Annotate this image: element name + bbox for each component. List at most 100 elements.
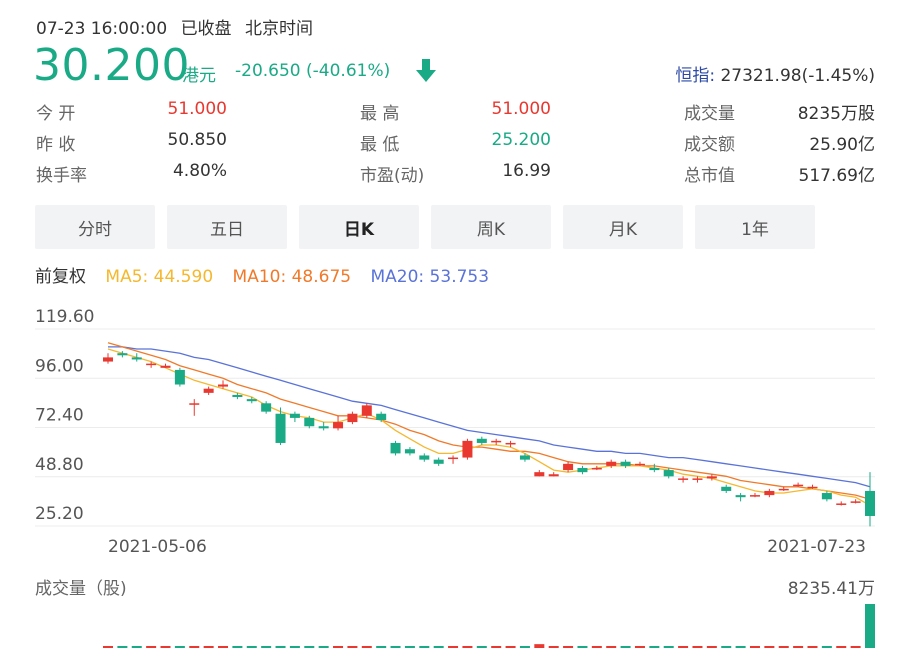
candle-body (649, 467, 660, 471)
price-change: -20.650 (-40.61%) (235, 61, 391, 81)
volume-bar (548, 646, 559, 648)
volume-bar (333, 646, 344, 648)
volume-bar (318, 646, 329, 648)
candle-body (706, 476, 717, 479)
candle-body (821, 493, 832, 500)
volume-bar (563, 646, 574, 648)
adjust-label[interactable]: 前复权 (35, 267, 86, 287)
volume-bar (678, 646, 689, 648)
volume-bar (476, 646, 487, 648)
volume-bar (519, 646, 530, 648)
high-label: 最 高 (360, 104, 400, 124)
candle-body (117, 353, 128, 356)
candle-body (591, 467, 602, 470)
candle-body (678, 478, 689, 480)
candle-body (692, 478, 703, 480)
volume-bar (232, 646, 243, 648)
volume-bar (663, 646, 674, 648)
volume-bar (390, 646, 401, 648)
volume-bar (462, 646, 473, 648)
candle-body (462, 440, 473, 458)
candle-body (232, 394, 243, 398)
volume-bar (189, 646, 200, 648)
kline-chart[interactable]: 119.60 96.00 72.40 48.80 25.20 2021-05-06 2021… (0, 290, 907, 560)
volume-bar (505, 646, 516, 648)
index-value: 27321.98(-1.45%) (720, 66, 875, 86)
volume-bar (807, 646, 818, 648)
open-label: 今 开 (36, 104, 76, 124)
volume-bar (865, 604, 875, 648)
volume-bar (620, 646, 631, 648)
amount-label: 成交额 (684, 135, 735, 155)
volume-bar (793, 646, 804, 648)
volume-chart[interactable] (0, 596, 907, 662)
candle-body (735, 495, 746, 498)
candle-body (203, 388, 214, 393)
turnover-rate-label: 换手率 (36, 166, 87, 186)
pe-value: 16.99 (502, 161, 551, 181)
ma-legend: 前复权 MA5: 44.590 MA10: 48.675 MA20: 53.75… (35, 262, 503, 287)
candle-body (419, 455, 430, 460)
volume-bar (448, 646, 459, 648)
candle-body (404, 449, 415, 454)
candle-body (519, 455, 530, 460)
candle-body (778, 488, 789, 491)
ma5-line (107, 348, 871, 507)
volume-bar (103, 646, 113, 648)
volume-bar (778, 646, 789, 648)
volume-bar (361, 646, 372, 648)
candle-body (376, 413, 387, 420)
ma10-label: MA10: 48.675 (232, 267, 352, 287)
tab-weekly-k[interactable]: 周K (431, 205, 551, 249)
currency-label: 港元 (182, 66, 216, 86)
candle-body (131, 357, 142, 360)
volume-bar (706, 646, 717, 648)
amount-value: 25.90亿 (809, 135, 875, 155)
candle-body (347, 413, 358, 423)
volume-bar (261, 646, 272, 648)
timestamp-text: 07-23 16:00:00 (36, 19, 168, 39)
candle-body (749, 495, 760, 497)
volume-bar (246, 646, 257, 648)
volume-bar (591, 646, 602, 648)
tab-one-year[interactable]: 1年 (695, 205, 815, 249)
market-cap-value: 517.69亿 (798, 166, 875, 186)
tab-monthly-k[interactable]: 月K (563, 205, 683, 249)
volume-bar (721, 646, 732, 648)
volume-bar (735, 646, 746, 648)
volume-bar (821, 646, 832, 648)
volume-bar (117, 646, 128, 648)
candle-body (505, 442, 516, 445)
tab-daily-k[interactable]: 日K (299, 205, 419, 249)
candle-body (577, 467, 588, 473)
candle-body (764, 490, 775, 496)
candle-body (160, 365, 171, 368)
volume-bar (836, 646, 847, 648)
candle-body (289, 413, 300, 418)
market-status: 已收盘 (180, 19, 232, 39)
tab-five-day[interactable]: 五日 (167, 205, 287, 249)
candle-body (563, 463, 574, 471)
volume-bar (764, 646, 775, 648)
current-price: 30.200 (33, 40, 190, 91)
candle-body (146, 363, 157, 366)
candle-body (836, 503, 847, 505)
hang-seng-index[interactable]: 恒指: 27321.98(-1.45%) (675, 61, 875, 86)
prev-close-label: 昨 收 (36, 135, 76, 155)
candle-body (361, 405, 372, 416)
x-tick-label-end: 2021-07-23 (767, 537, 866, 557)
low-label: 最 低 (360, 135, 400, 155)
volume-bar (433, 646, 444, 648)
candle-body (606, 461, 617, 466)
open-value: 51.000 (167, 99, 227, 119)
candle-body (246, 399, 257, 402)
volume-bar (692, 646, 703, 648)
tab-intraday[interactable]: 分时 (35, 205, 155, 249)
pe-label: 市盈(动) (360, 166, 425, 186)
candle-body (534, 472, 545, 477)
candle-body (548, 474, 559, 477)
y-tick-label: 25.20 (35, 504, 84, 524)
ma20-label: MA20: 53.753 (370, 267, 490, 287)
volume-bar (850, 646, 861, 648)
volume-bar (634, 646, 645, 648)
